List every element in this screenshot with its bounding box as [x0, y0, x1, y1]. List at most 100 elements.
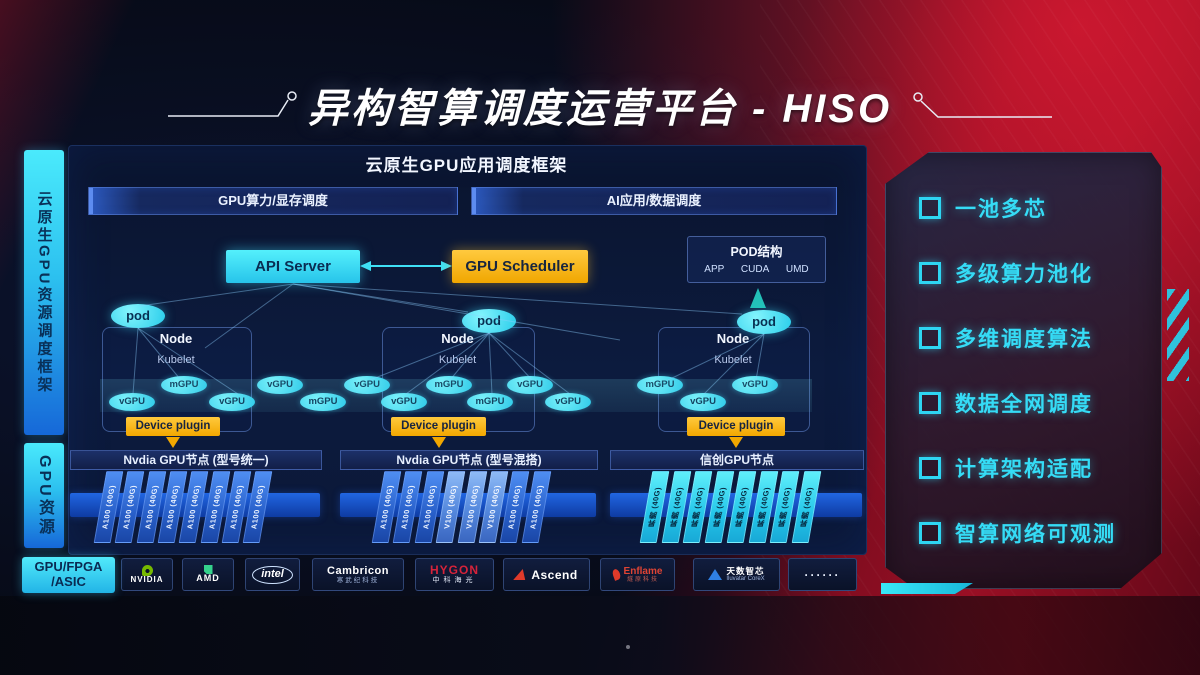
- vendor-cambricon: Cambricon 寒武纪科技: [312, 558, 404, 591]
- feature-item: 一池多芯: [919, 193, 1047, 223]
- vendor-name: Ascend: [531, 567, 578, 582]
- gpu-card-label: A100 (40G): [378, 484, 395, 530]
- feature-panel: 一池多芯 多级算力池化 多维调度算法 数据全网调度 计算架构适配 智算网络可观测: [885, 152, 1162, 589]
- vendor-enflame: Enflame 燧原科技: [600, 558, 675, 591]
- vendor-name: 天数智芯: [726, 565, 765, 576]
- gpu-card-label: A100 (40G): [399, 484, 417, 530]
- gpu-unit-vgpu: vGPU: [507, 376, 553, 394]
- gpu-card-label: A100 (40G): [420, 484, 438, 530]
- gpu-row-header: 信创GPU节点: [610, 450, 864, 470]
- gpu-unit-vgpu: vGPU: [381, 393, 427, 411]
- hazard-stripes-decoration: [1167, 289, 1189, 381]
- vendor-logo: AMD: [196, 565, 220, 584]
- vendor-more-dots: ······: [804, 567, 841, 582]
- device-plugin-box: Device plugin: [126, 417, 220, 436]
- scheduler-bar: AI应用/数据调度: [471, 187, 837, 215]
- gpu-card-label: A100 (40G): [227, 484, 245, 530]
- vendor-subname: 燧原科技: [626, 576, 659, 583]
- pod-structure-items: APP CUDA UMD: [688, 264, 825, 275]
- vendor-hygon: HYGON 中科海光: [415, 558, 494, 591]
- feature-label: 多维调度算法: [955, 328, 1093, 351]
- sidebar-label-gpu-resources-text: GPU资源: [36, 454, 53, 537]
- feature-bullet-icon: [919, 457, 941, 479]
- gpu-card-label: 昇腾 (40G): [689, 486, 706, 528]
- vendor-name: Enflame: [623, 565, 663, 577]
- gpu-unit-vgpu: vGPU: [209, 393, 255, 411]
- gpu-unit-vgpu: vGPU: [732, 376, 778, 394]
- vendor-logo: 天数智芯 Iluvatar CoreX: [726, 565, 765, 583]
- vendor-name: intel: [252, 565, 293, 584]
- vendor-logo: Cambricon 寒武纪科技: [327, 565, 389, 584]
- gpu-card-label: A100 (40G): [206, 484, 224, 530]
- vendor-dots: ······: [788, 558, 857, 591]
- gpu-card-label: V100 (40G): [485, 485, 502, 529]
- nvidia-eye-icon: [141, 564, 153, 576]
- device-plugin-arrow-icon: [166, 437, 180, 448]
- feature-label: 计算架构适配: [955, 458, 1093, 481]
- gpu-unit-vgpu: vGPU: [680, 393, 726, 411]
- pod-item: APP: [704, 264, 725, 275]
- pod-structure-title: POD结构: [730, 245, 783, 259]
- feature-label: 数据全网调度: [955, 393, 1093, 416]
- vendor-subname: Iluvatar CoreX: [726, 575, 765, 582]
- amd-arrow-icon: [203, 565, 213, 575]
- feature-item: 多维调度算法: [919, 323, 1093, 353]
- node-title: Node: [441, 331, 474, 346]
- vendor-logo: Enflame 燧原科技: [624, 566, 663, 584]
- gpu-unit-mgpu: mGPU: [300, 393, 346, 411]
- gpu-row-header: Nvdia GPU节点 (型号混搭): [340, 450, 598, 470]
- feature-label: 一池多芯: [955, 198, 1047, 221]
- scheduler-bar: GPU算力/显存调度: [88, 187, 458, 215]
- node-rect: [658, 327, 810, 432]
- vendor-subname: 寒武纪科技: [336, 576, 380, 584]
- vendor-nvidia: NVIDIA: [121, 558, 173, 591]
- gpu-card-label: 昇腾 (40G): [798, 486, 815, 528]
- gpu-card-label: V100 (40G): [463, 485, 481, 529]
- feature-item: 智算网络可观测: [919, 518, 1116, 548]
- node-agent-label: Kubelet: [714, 354, 752, 366]
- pod-item: UMD: [785, 264, 809, 275]
- gpu-unit-vgpu: vGPU: [257, 376, 303, 394]
- gpu-card-label: A100 (40G): [506, 484, 524, 530]
- gpu-unit-mgpu: mGPU: [467, 393, 513, 411]
- feature-bullet-icon: [919, 262, 941, 284]
- lead-line2: /ASIC: [51, 574, 86, 589]
- gpu-card-label: 昇腾 (40G): [776, 486, 793, 528]
- gpu-card-label: A100 (40G): [249, 484, 266, 530]
- gpu-unit-mgpu: mGPU: [637, 376, 683, 394]
- vendor-logo: NVIDIA: [130, 564, 164, 585]
- page-title: 异构智算调度运营平台 - HISO: [307, 87, 893, 131]
- device-plugin-box: Device plugin: [391, 417, 486, 436]
- vendor-name: Cambricon: [327, 564, 389, 577]
- footer-dot: [626, 645, 630, 649]
- vendor-name: HYGON: [429, 563, 479, 578]
- gpu-card-label: A100 (40G): [527, 484, 545, 530]
- sidebar-label-gpu-resources: GPU资源: [24, 443, 64, 548]
- gpu-row-header: Nvdia GPU节点 (型号统一): [70, 450, 322, 470]
- vendor-name: NVIDIA: [130, 574, 164, 584]
- gpu-card-label: 昇腾 (40G): [646, 486, 663, 528]
- pod-structure-box: POD结构 APP CUDA UMD: [687, 236, 826, 283]
- gpu-unit-vgpu: vGPU: [109, 393, 155, 411]
- device-plugin-box: Device plugin: [687, 417, 785, 436]
- feature-item: 数据全网调度: [919, 388, 1093, 418]
- feature-bullet-icon: [919, 392, 941, 414]
- gpu-card-label: A100 (40G): [142, 484, 160, 530]
- pod-item: CUDA: [740, 264, 770, 275]
- gpu-card-label: 昇腾 (40G): [754, 486, 772, 528]
- gpu-card-label: A100 (40G): [185, 484, 203, 530]
- gpu-unit-vgpu: vGPU: [344, 376, 390, 394]
- iluvatar-triangle-icon: [708, 569, 723, 580]
- feature-bullet-icon: [919, 522, 941, 544]
- node-agent-label: Kubelet: [157, 354, 195, 366]
- feature-item: 计算架构适配: [919, 453, 1093, 483]
- gpu-unit-mgpu: mGPU: [161, 376, 207, 394]
- ascend-triangle-icon: [513, 569, 530, 580]
- vendor-intel: intel: [245, 558, 300, 591]
- gpu-fpga-asic-label: GPU/FPGA /ASIC: [22, 557, 115, 593]
- gpu-unit-vgpu: vGPU: [545, 393, 591, 411]
- feature-bullet-icon: [919, 327, 941, 349]
- device-plugin-arrow-icon: [431, 437, 446, 448]
